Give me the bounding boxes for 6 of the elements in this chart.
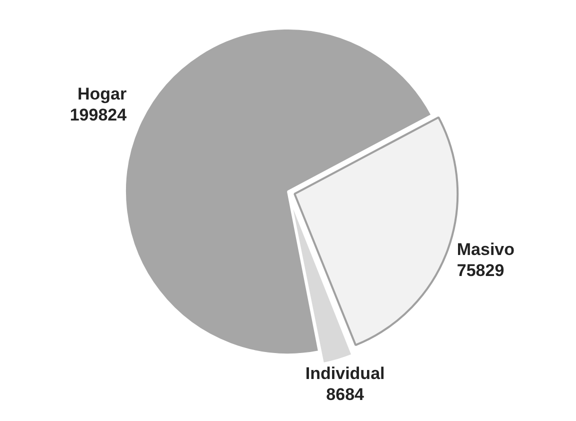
data-label: 199824: [70, 106, 128, 125]
slice-label: Individual: [305, 364, 385, 383]
data-label: 8684: [326, 384, 365, 404]
slice-label: Masivo: [456, 240, 515, 259]
slice-label: Hogar: [77, 84, 127, 104]
data-label: 75829: [456, 260, 504, 280]
